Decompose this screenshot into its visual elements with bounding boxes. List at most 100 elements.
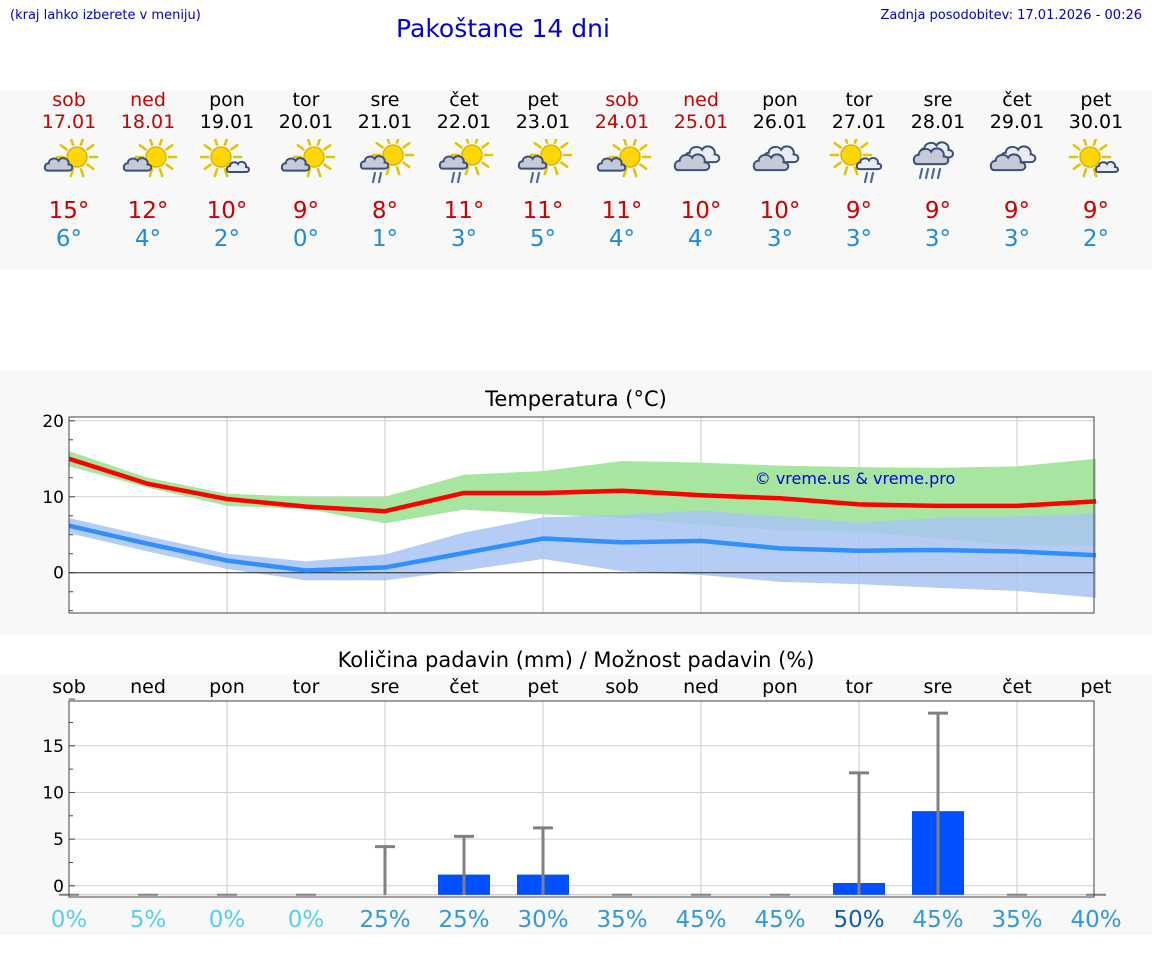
forecast-day: tor 27.01 9° 3° [820, 89, 898, 253]
temp-max: 9° [845, 198, 873, 224]
precip-probability: 25% [359, 907, 410, 933]
forecast-day: sob 24.01 11° 4° [583, 89, 661, 253]
forecast-day: ned 25.01 10° 4° [662, 89, 740, 253]
y-tick-label: 5 [53, 830, 64, 850]
day-name: ned [683, 89, 719, 111]
forecast-day: sob 17.01 15° 6° [30, 89, 108, 253]
temp-min: 4° [687, 226, 715, 252]
forecast-panel [0, 90, 1152, 270]
temp-max: 11° [443, 198, 485, 224]
page-title: Pakoštane 14 dni [396, 14, 610, 43]
forecast-day: sre 28.01 9° 3° [899, 89, 977, 253]
precip-probability: 40% [1070, 907, 1121, 933]
day-date: 26.01 [752, 111, 808, 133]
day-date: 27.01 [831, 111, 887, 133]
sun-small-cloud-rain-icon [829, 139, 883, 184]
temp-min: 3° [924, 226, 952, 252]
forecast-day: čet 22.01 11° 3° [425, 89, 503, 253]
temp-min: 0° [292, 226, 320, 252]
x-category-label: pet [1080, 676, 1111, 698]
precip-probability: 50% [833, 907, 884, 933]
max-temp-line [68, 456, 1097, 514]
sun-small-cloud-icon [1068, 139, 1119, 178]
plot-border [68, 416, 1095, 614]
temp-min: 3° [766, 226, 794, 252]
x-category-label: pon [209, 676, 245, 698]
day-date: 25.01 [673, 111, 729, 133]
day-name: pon [762, 89, 798, 111]
day-date: 30.01 [1068, 111, 1124, 133]
precip-probability: 0% [51, 907, 88, 933]
day-name: tor [292, 89, 320, 111]
temperature-chart: 0 10 20 © vreme.us & vreme.pro [42, 412, 1097, 614]
y-tick-label: 15 [42, 737, 64, 757]
day-date: 19.01 [199, 111, 255, 133]
watermark: © vreme.us & vreme.pro [755, 469, 956, 488]
day-name: sob [52, 89, 86, 111]
x-category-label: pet [527, 676, 558, 698]
day-date: 24.01 [594, 111, 650, 133]
min-temp-band [69, 510, 1096, 598]
y-tick-label: 20 [42, 412, 64, 432]
precip-probability: 0% [209, 907, 246, 933]
x-category-label: ned [683, 676, 719, 698]
day-date: 20.01 [278, 111, 334, 133]
temp-max: 9° [292, 198, 320, 224]
forecast-day: ned 18.01 12° 4° [109, 89, 187, 253]
precip-probability: 35% [596, 907, 647, 933]
temp-max: 15° [48, 198, 90, 224]
sun-cloud-light-rain-icon [359, 139, 415, 184]
forecast-day: pet 23.01 11° 5° [504, 89, 582, 253]
temp-min: 4° [134, 226, 162, 252]
day-name: pet [527, 89, 559, 111]
temp-max: 9° [1003, 198, 1031, 224]
day-date: 22.01 [436, 111, 492, 133]
partly-sunny-icon [43, 139, 99, 178]
x-category-label: sre [924, 676, 953, 698]
temp-min: 6° [55, 226, 83, 252]
precip-probability: 45% [754, 907, 805, 933]
precip-probability: 25% [438, 907, 489, 933]
x-category-label: sre [371, 676, 400, 698]
cloudy-icon [673, 145, 721, 172]
forecast-day: pon 19.01 10° 2° [188, 89, 266, 253]
x-category-label: čet [1002, 676, 1032, 698]
temp-max: 10° [680, 198, 722, 224]
x-category-label: sob [605, 676, 639, 698]
y-tick-label: 10 [42, 783, 64, 803]
temp-min: 3° [450, 226, 478, 252]
day-date: 18.01 [120, 111, 176, 133]
location-menu-hint[interactable]: (kraj lahko izberete v meniju) [10, 8, 201, 23]
min-temp-line [68, 523, 1097, 573]
precip-probability: 0% [288, 907, 325, 933]
x-category-label: čet [449, 676, 479, 698]
forecast-day: sre 21.01 8° 1° [346, 89, 424, 253]
sun-small-cloud-icon [199, 139, 250, 178]
precipitation-chart: sob 0% ned 5% pon 0% tor 0% sre 25% čet 25% pet 30% so… [42, 676, 1121, 933]
temp-max: 8° [371, 198, 399, 224]
forecast-day: tor 20.01 9° 0° [267, 89, 345, 253]
temperature-chart-title: Temperatura (°C) [485, 387, 667, 411]
temp-max: 10° [206, 198, 248, 224]
precip-probability: 30% [517, 907, 568, 933]
precip-probability: 5% [130, 907, 167, 933]
partly-sunny-icon [122, 139, 178, 178]
day-name: sre [370, 89, 400, 111]
forecast-day: pon 26.01 10° 3° [741, 89, 819, 253]
x-category-label: pon [762, 676, 798, 698]
day-name: pon [209, 89, 245, 111]
temp-min: 3° [1003, 226, 1031, 252]
day-name: čet [1002, 89, 1032, 111]
partly-sunny-icon [280, 139, 336, 178]
temp-max: 9° [1082, 198, 1110, 224]
cloudy-icon [989, 145, 1037, 172]
x-category-label: sob [52, 676, 86, 698]
x-category-label: tor [293, 676, 320, 698]
day-date: 21.01 [357, 111, 413, 133]
day-name: sre [923, 89, 953, 111]
day-date: 23.01 [515, 111, 571, 133]
sun-cloud-light-rain-icon [517, 139, 573, 184]
forecast-day: pet 30.01 9° 2° [1057, 89, 1135, 253]
y-tick-label: 10 [42, 488, 64, 508]
precip-probability: 45% [675, 907, 726, 933]
